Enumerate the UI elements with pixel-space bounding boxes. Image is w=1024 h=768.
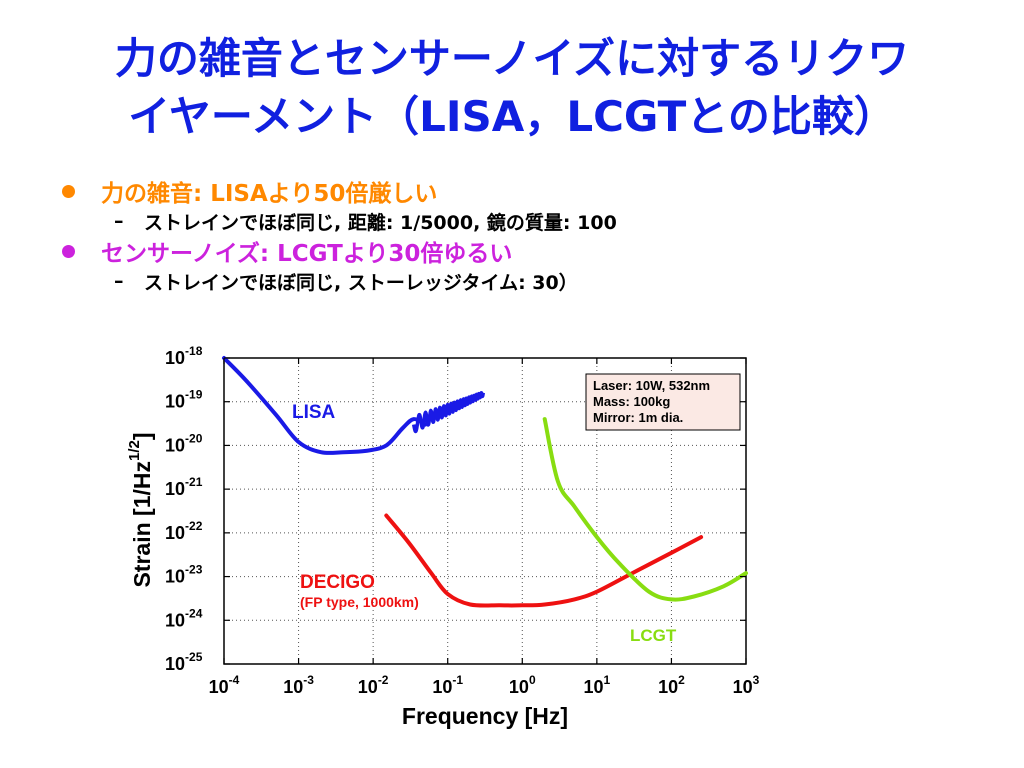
series-label-decigo: DECIGO <box>300 572 375 593</box>
bullet-sensor-noise-text: センサーノイズ: LCGTより30倍ゆるい <box>101 241 513 267</box>
y-tick-label: 10-23 <box>165 563 203 587</box>
y-tick-label: 10-18 <box>165 344 203 368</box>
bullet-dot-icon <box>62 244 75 258</box>
y-tick-label: 10-25 <box>165 650 203 674</box>
x-axis-label: Frequency [Hz] <box>402 703 568 729</box>
x-tick-label: 101 <box>583 673 610 697</box>
dash-icon: – <box>114 210 124 232</box>
bullet-force-noise-text: 力の雑音: LISAより50倍厳しい <box>101 181 438 207</box>
annotation-mirror: Mirror: 1m dia. <box>593 410 683 425</box>
chart-series <box>222 356 748 608</box>
title-line-2: イヤーメント（LISA，LCGTとの比較） <box>128 92 896 141</box>
plot-frame <box>223 357 747 665</box>
y-axis-label-main: Strain [1/Hz <box>129 461 155 588</box>
y-tick-label: 10-19 <box>165 388 203 412</box>
sub-bullet-sensor-noise: – ストレインでほぼ同じ, ストーレッジタイム: 30） <box>114 266 1002 296</box>
title-line-1: 力の雑音とセンサーノイズに対するリクワ <box>114 34 910 83</box>
series-sublabel-decigo: (FP type, 1000km) <box>300 594 419 610</box>
bullet-dot-icon <box>62 184 75 198</box>
y-axis-label-sup: 1/2 <box>126 440 143 461</box>
annotation-laser: Laser: 10W, 532nm <box>593 378 710 393</box>
y-axis-label-end: ] <box>129 432 155 440</box>
series-line-lisa <box>222 356 428 455</box>
y-tick-label: 10-22 <box>165 519 203 543</box>
bullet-sensor-noise: センサーノイズ: LCGTより30倍ゆるい <box>62 236 1002 267</box>
sub-bullet-force-noise: – ストレインでほぼ同じ, 距離: 1/5000, 鏡の質量: 100 <box>114 206 1002 236</box>
series-line-lcgt <box>542 417 748 602</box>
x-tick-label: 10-1 <box>432 673 463 697</box>
x-tick-label: 10-3 <box>283 673 314 697</box>
series-line-lisa-oscillation <box>411 391 486 434</box>
series-label-lisa: LISA <box>292 402 336 423</box>
x-tick-label: 103 <box>733 673 760 697</box>
chart-grid <box>224 358 746 664</box>
sub-bullet-force-noise-text: ストレインでほぼ同じ, 距離: 1/5000, 鏡の質量: 100 <box>144 211 617 234</box>
annotation-box: Laser: 10W, 532nm Mass: 100kg Mirror: 1m… <box>585 373 741 431</box>
x-tick-label: 102 <box>658 673 685 697</box>
y-tick-label: 10-21 <box>165 475 203 499</box>
y-axis-label: Strain [1/Hz1/2] <box>126 432 155 587</box>
sub-bullet-sensor-noise-text: ストレインでほぼ同じ, ストーレッジタイム: 30） <box>144 271 578 294</box>
annotation-mass: Mass: 100kg <box>593 394 670 409</box>
x-tick-label: 10-4 <box>209 673 240 697</box>
bullet-list: 力の雑音: LISAより50倍厳しい – ストレインでほぼ同じ, 距離: 1/5… <box>62 176 1002 296</box>
dash-icon: – <box>114 270 124 292</box>
x-tick-label: 100 <box>509 673 536 697</box>
bullet-force-noise: 力の雑音: LISAより50倍厳しい <box>62 176 1002 207</box>
annotation-box-frame <box>585 373 741 431</box>
axis-ticks: 10-4 10-3 10-2 10-1 100 101 102 103 10-18 10-19 10… <box>165 344 760 697</box>
y-tick-label: 10-20 <box>165 431 203 455</box>
series-label-lcgt: LCGT <box>630 626 677 645</box>
y-tick-label: 10-24 <box>165 606 203 630</box>
slide-title: 力の雑音とセンサーノイズに対するリクワ イヤーメント（LISA，LCGTとの比較… <box>0 30 1024 146</box>
x-tick-label: 10-2 <box>358 673 389 697</box>
series-line-decigo <box>384 513 704 608</box>
